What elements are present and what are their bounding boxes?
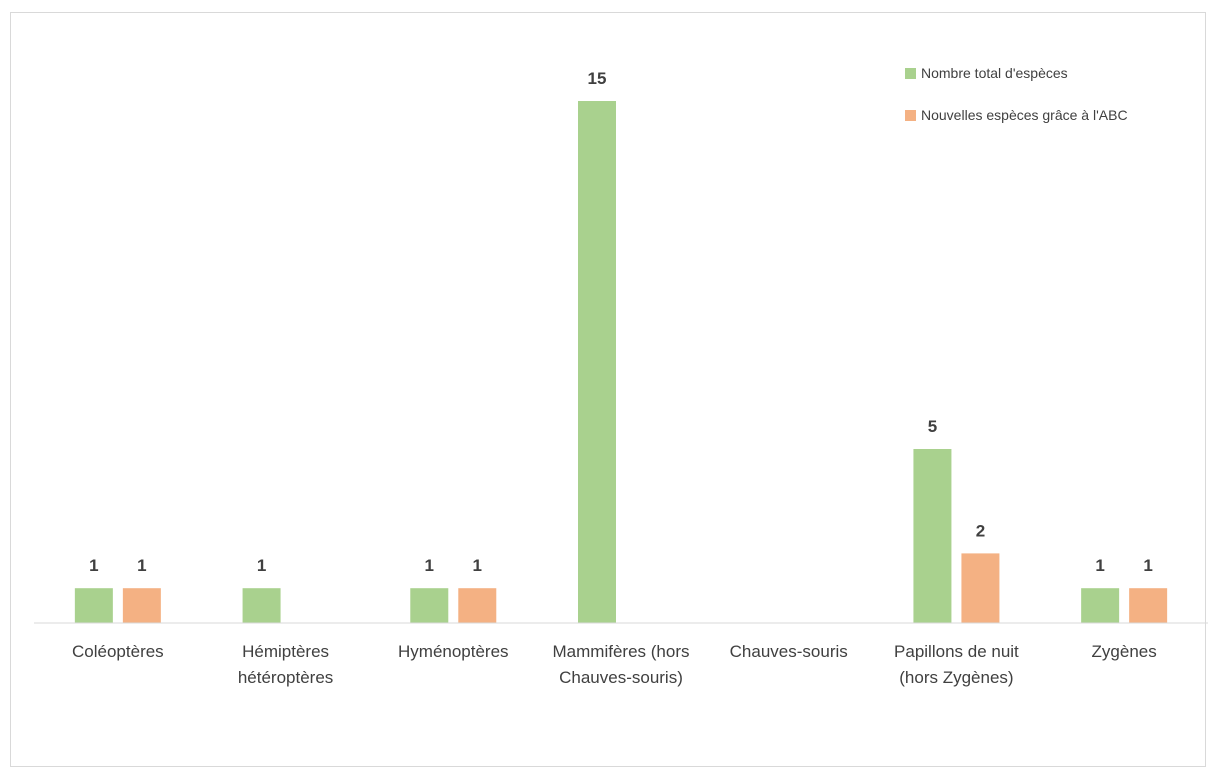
bar-s1-c2 [458,588,497,623]
category-label-1: Hémiptères hétéroptères [238,642,333,687]
data-label-s0-c2: 1 [425,556,434,575]
bar-s1-c0 [122,588,161,623]
data-label-s0-c0: 1 [89,556,98,575]
category-label-4: Chauves-souris [730,642,848,661]
category-label-4-line-0: Chauves-souris [730,642,848,661]
bar-s0-c0 [74,588,113,623]
category-label-1-line-1: hétéroptères [238,668,333,687]
legend-swatch-0 [905,68,916,79]
data-label-s1-c5: 2 [976,521,985,540]
category-label-1-line-0: Hémiptères [242,642,329,661]
data-label-s1-c6: 1 [1143,556,1152,575]
category-label-2-line-0: Hyménoptères [398,642,509,661]
bar-s0-c3 [578,101,616,623]
data-label-s0-c5: 5 [928,417,937,436]
legend-swatch-1 [905,110,916,121]
category-label-5-line-0: Papillons de nuit [894,642,1019,661]
bars-layer [74,101,1168,623]
category-label-2: Hyménoptères [398,642,509,661]
category-label-6-line-0: Zygènes [1092,642,1157,661]
bar-s1-c5 [961,553,1000,623]
legend: Nombre total d'espèces Nouvelles espèces … [905,65,1128,123]
category-label-3-line-0: Mammifères (hors [553,642,690,661]
category-label-6: Zygènes [1092,642,1157,661]
bar-s0-c6 [1081,588,1120,623]
category-label-5-line-1: (hors Zygènes) [899,668,1013,687]
data-label-s1-c0: 1 [137,556,146,575]
data-label-s0-c1: 1 [257,556,266,575]
data-labels-layer: 1 1 1 1 1 15 5 2 1 1 [89,69,1153,575]
category-label-3: Mammifères (hors Chauves-souris) [553,642,690,687]
bar-s0-c1 [242,588,281,623]
category-label-3-line-1: Chauves-souris) [559,668,683,687]
category-labels-layer: Coléoptères Hémiptères hétéroptères Hyménop… [72,642,1157,687]
legend-label-1: Nouvelles espèces grâce à l'ABC [921,107,1128,123]
category-label-0-line-0: Coléoptères [72,642,164,661]
legend-label-0: Nombre total d'espèces [921,65,1068,81]
data-label-s0-c6: 1 [1095,556,1104,575]
bar-s1-c6 [1129,588,1168,623]
bar-s0-c5 [913,449,952,623]
data-label-s0-c3: 15 [588,69,607,88]
category-label-5: Papillons de nuit (hors Zygènes) [894,642,1019,687]
data-label-s1-c2: 1 [473,556,482,575]
bar-s0-c2 [410,588,449,623]
category-label-0: Coléoptères [72,642,164,661]
